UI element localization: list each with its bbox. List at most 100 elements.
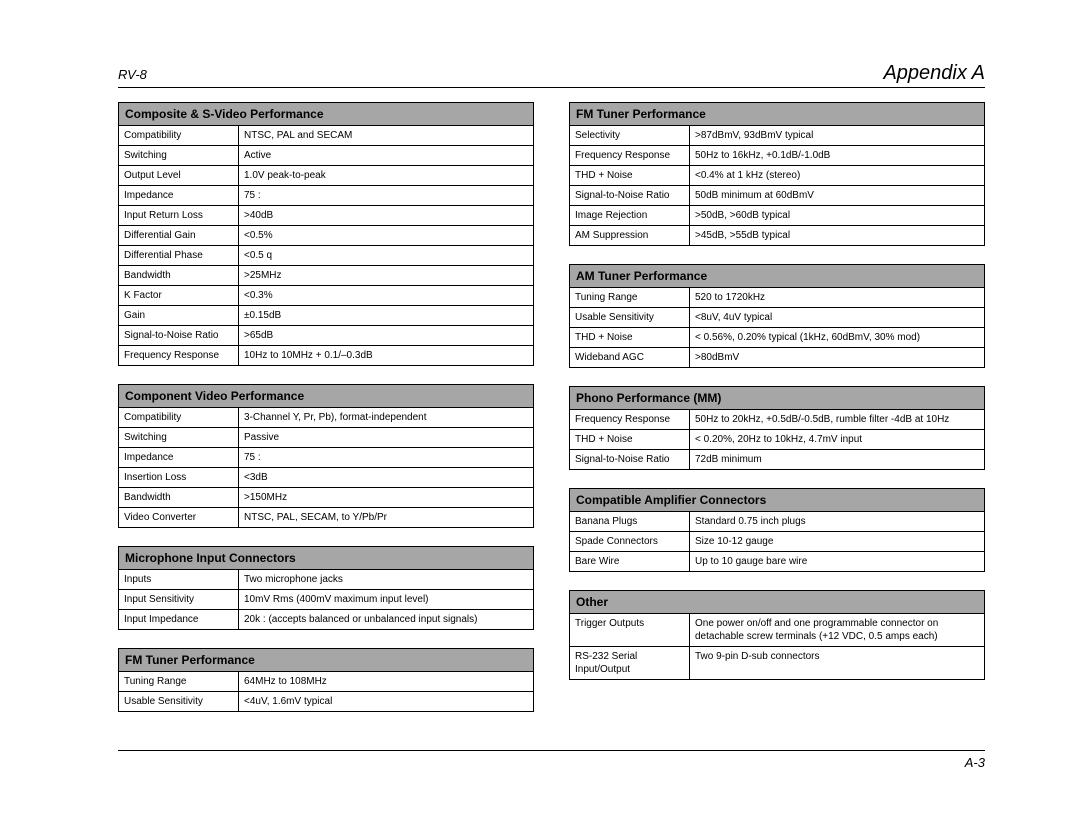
spec-label: Frequency Response [570,146,690,166]
spec-value: 50Hz to 16kHz, +0.1dB/-1.0dB [690,146,985,166]
table-row: Image Rejection>50dB, >60dB typical [570,206,985,226]
spec-section: Phono Performance (MM)Frequency Response… [569,386,985,470]
spec-label: Spade Connectors [570,532,690,552]
spec-value: < 0.20%, 20Hz to 10kHz, 4.7mV input [690,430,985,450]
table-row: Bare WireUp to 10 gauge bare wire [570,552,985,572]
table-row: Usable Sensitivity<4uV, 1.6mV typical [119,692,534,712]
table-row: Video ConverterNTSC, PAL, SECAM, to Y/Pb… [119,508,534,528]
spec-section: AM Tuner PerformanceTuning Range520 to 1… [569,264,985,368]
spec-label: Video Converter [119,508,239,528]
spec-section: Composite & S-Video PerformanceCompatibi… [118,102,534,366]
spec-table: Tuning Range520 to 1720kHzUsable Sensiti… [569,288,985,368]
spec-value: <4uV, 1.6mV typical [239,692,534,712]
spec-label: Input Impedance [119,610,239,630]
table-row: Frequency Response50Hz to 16kHz, +0.1dB/… [570,146,985,166]
table-row: Input Return Loss>40dB [119,206,534,226]
spec-value: 20k : (accepts balanced or unbalanced in… [239,610,534,630]
spec-label: AM Suppression [570,226,690,246]
table-row: Usable Sensitivity<8uV, 4uV typical [570,308,985,328]
spec-value: 10mV Rms (400mV maximum input level) [239,590,534,610]
spec-label: Banana Plugs [570,512,690,532]
spec-value: >150MHz [239,488,534,508]
page-footer: A-3 [118,750,985,770]
spec-section: Microphone Input ConnectorsInputsTwo mic… [118,546,534,630]
spec-label: Inputs [119,570,239,590]
spec-value: 75 : [239,186,534,206]
spec-label: Differential Phase [119,246,239,266]
table-row: Bandwidth>25MHz [119,266,534,286]
spec-label: THD + Noise [570,328,690,348]
spec-value: <0.5 q [239,246,534,266]
spec-value: One power on/off and one programmable co… [690,614,985,647]
table-row: Tuning Range520 to 1720kHz [570,288,985,308]
spec-value: >50dB, >60dB typical [690,206,985,226]
spec-label: Image Rejection [570,206,690,226]
spec-value: Up to 10 gauge bare wire [690,552,985,572]
table-row: K Factor<0.3% [119,286,534,306]
spec-section: Compatible Amplifier ConnectorsBanana Pl… [569,488,985,572]
spec-value: Two 9-pin D-sub connectors [690,647,985,680]
table-row: Impedance75 : [119,448,534,468]
spec-value: <8uV, 4uV typical [690,308,985,328]
spec-value: >87dBmV, 93dBmV typical [690,126,985,146]
table-row: Impedance75 : [119,186,534,206]
table-row: Input Sensitivity10mV Rms (400mV maximum… [119,590,534,610]
table-row: Banana PlugsStandard 0.75 inch plugs [570,512,985,532]
spec-table: Tuning Range64MHz to 108MHzUsable Sensit… [118,672,534,712]
table-row: Signal-to-Noise Ratio72dB minimum [570,450,985,470]
spec-value: <0.5% [239,226,534,246]
spec-value: >45dB, >55dB typical [690,226,985,246]
page-header: RV-8 Appendix A [118,62,985,88]
section-header: AM Tuner Performance [569,264,985,288]
spec-label: Insertion Loss [119,468,239,488]
section-header: Other [569,590,985,614]
spec-table: InputsTwo microphone jacksInput Sensitiv… [118,570,534,630]
table-row: Frequency Response10Hz to 10MHz + 0.1/–0… [119,346,534,366]
spec-label: Wideband AGC [570,348,690,368]
table-row: SwitchingActive [119,146,534,166]
spec-label: Bandwidth [119,266,239,286]
spec-table: Selectivity>87dBmV, 93dBmV typicalFreque… [569,126,985,246]
spec-value: NTSC, PAL, SECAM, to Y/Pb/Pr [239,508,534,528]
appendix-label: Appendix A [883,62,985,85]
table-row: THD + Noise<0.4% at 1 kHz (stereo) [570,166,985,186]
section-header: Microphone Input Connectors [118,546,534,570]
spec-label: Impedance [119,448,239,468]
spec-label: K Factor [119,286,239,306]
spec-label: Impedance [119,186,239,206]
spec-label: Frequency Response [119,346,239,366]
spec-label: Usable Sensitivity [119,692,239,712]
spec-value: Passive [239,428,534,448]
table-row: Trigger OutputsOne power on/off and one … [570,614,985,647]
spec-value: 72dB minimum [690,450,985,470]
left-column: Composite & S-Video PerformanceCompatibi… [118,102,534,730]
spec-table: Banana PlugsStandard 0.75 inch plugsSpad… [569,512,985,572]
spec-table: Frequency Response50Hz to 20kHz, +0.5dB/… [569,410,985,470]
section-header: FM Tuner Performance [118,648,534,672]
spec-label: Input Return Loss [119,206,239,226]
table-row: AM Suppression>45dB, >55dB typical [570,226,985,246]
spec-value: 50dB minimum at 60dBmV [690,186,985,206]
spec-label: Trigger Outputs [570,614,690,647]
spec-value: <0.3% [239,286,534,306]
spec-label: Output Level [119,166,239,186]
spec-label: Signal-to-Noise Ratio [570,450,690,470]
spec-label: THD + Noise [570,166,690,186]
spec-label: THD + Noise [570,430,690,450]
spec-value: NTSC, PAL and SECAM [239,126,534,146]
spec-label: Frequency Response [570,410,690,430]
spec-label: Usable Sensitivity [570,308,690,328]
spec-value: Two microphone jacks [239,570,534,590]
spec-label: Bare Wire [570,552,690,572]
spec-value: >40dB [239,206,534,226]
table-row: Gain±0.15dB [119,306,534,326]
spec-value: 10Hz to 10MHz + 0.1/–0.3dB [239,346,534,366]
spec-value: >80dBmV [690,348,985,368]
page-number: A-3 [965,755,985,770]
spec-value: <3dB [239,468,534,488]
spec-label: Signal-to-Noise Ratio [119,326,239,346]
table-row: Spade ConnectorsSize 10-12 gauge [570,532,985,552]
spec-label: Selectivity [570,126,690,146]
section-header: Composite & S-Video Performance [118,102,534,126]
spec-value: >65dB [239,326,534,346]
